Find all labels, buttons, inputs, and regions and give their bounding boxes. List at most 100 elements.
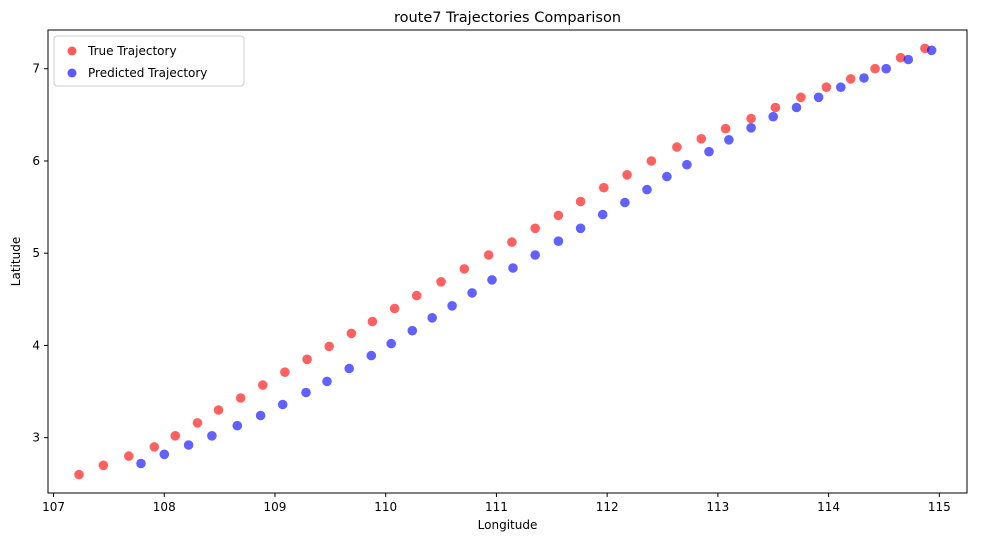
point-true-15 [411, 290, 422, 301]
point-true-18 [483, 250, 494, 260]
point-true-3 [149, 442, 160, 452]
point-predicted-4 [232, 420, 243, 431]
legend-box [53, 35, 245, 87]
point-true-13 [367, 316, 378, 327]
point-true-6 [213, 405, 224, 415]
point-predicted-35 [903, 54, 914, 65]
point-predicted-21 [597, 209, 608, 220]
point-true-34 [870, 63, 880, 74]
point-predicted-3 [207, 431, 217, 441]
point-true-20 [530, 223, 540, 234]
point-predicted-31 [813, 92, 824, 103]
point-true-9 [280, 367, 290, 378]
legend-label-predicted: Predicted Trajectory [88, 66, 207, 80]
point-predicted-29 [768, 111, 778, 122]
point-predicted-22 [620, 197, 630, 208]
point-predicted-25 [682, 159, 692, 170]
point-predicted-23 [642, 184, 652, 195]
legend-marker-predicted [67, 68, 77, 78]
point-predicted-6 [277, 399, 288, 410]
point-predicted-34 [881, 63, 891, 74]
point-true-1 [98, 460, 109, 471]
point-true-2 [124, 451, 134, 461]
x-tick-label-108: 108 [153, 500, 176, 514]
point-predicted-13 [427, 313, 438, 323]
point-true-11 [324, 341, 335, 352]
point-predicted-24 [662, 171, 672, 182]
point-true-28 [720, 123, 731, 134]
point-true-35 [895, 52, 906, 63]
point-true-19 [507, 237, 517, 247]
x-axis-ticks: 107 108 109 110 111 112 113 114 115 [42, 493, 951, 514]
point-predicted-26 [704, 146, 714, 157]
y-tick-label-5: 5 [32, 246, 40, 260]
y-axis-ticks: 3 4 5 6 7 [32, 62, 48, 445]
point-predicted-12 [407, 325, 418, 336]
point-true-22 [575, 196, 586, 207]
point-true-0 [74, 469, 84, 480]
point-predicted-27 [724, 135, 734, 145]
point-true-7 [235, 393, 246, 403]
points-layer [74, 43, 937, 480]
point-true-26 [672, 142, 682, 152]
y-tick-label-3: 3 [32, 431, 40, 445]
point-predicted-16 [487, 275, 497, 285]
point-true-30 [770, 102, 781, 113]
point-true-27 [696, 134, 707, 144]
x-tick-label-115: 115 [928, 500, 951, 514]
y-axis-title: Latitude [9, 237, 23, 286]
point-predicted-19 [553, 236, 564, 246]
x-tick-label-112: 112 [596, 500, 619, 514]
point-true-25 [646, 156, 657, 166]
point-true-32 [821, 82, 832, 92]
point-predicted-33 [859, 73, 869, 83]
point-predicted-36 [926, 45, 937, 56]
point-true-24 [622, 170, 632, 180]
point-true-14 [389, 303, 400, 314]
point-predicted-32 [836, 82, 846, 92]
point-true-12 [346, 328, 357, 339]
y-tick-label-4: 4 [32, 338, 40, 352]
point-true-10 [302, 354, 312, 365]
point-true-23 [599, 182, 609, 193]
x-axis-title: Longitude [478, 518, 538, 532]
point-predicted-14 [447, 301, 457, 311]
point-predicted-28 [746, 123, 756, 133]
point-predicted-11 [386, 338, 397, 349]
point-true-8 [258, 380, 268, 390]
point-predicted-17 [508, 263, 518, 273]
x-tick-label-114: 114 [817, 500, 840, 514]
point-true-31 [796, 92, 806, 103]
x-tick-label-110: 110 [374, 500, 397, 514]
x-tick-label-107: 107 [42, 500, 65, 514]
point-predicted-15 [467, 288, 477, 298]
point-predicted-10 [366, 350, 377, 361]
point-predicted-0 [136, 458, 146, 469]
x-tick-label-113: 113 [706, 500, 729, 514]
point-predicted-8 [322, 376, 332, 387]
point-predicted-9 [344, 363, 355, 374]
y-tick-label-7: 7 [32, 62, 40, 76]
point-predicted-7 [301, 387, 311, 398]
point-true-4 [170, 431, 181, 441]
plot-frame [47, 29, 968, 494]
legend: True Trajectory Predicted Trajectory [53, 35, 245, 87]
point-true-5 [192, 418, 203, 428]
point-predicted-30 [791, 102, 802, 113]
x-tick-label-111: 111 [485, 500, 508, 514]
y-tick-label-6: 6 [32, 154, 40, 168]
point-predicted-1 [159, 449, 170, 460]
x-tick-label-109: 109 [264, 500, 287, 514]
point-predicted-18 [530, 250, 540, 260]
point-predicted-5 [255, 410, 266, 421]
legend-marker-true [67, 46, 77, 56]
point-true-16 [436, 277, 446, 287]
point-predicted-2 [183, 440, 194, 450]
legend-label-true: True Trajectory [87, 44, 177, 58]
point-true-17 [459, 264, 470, 274]
chart-title: route7 Trajectories Comparison [394, 10, 621, 26]
point-true-29 [746, 113, 756, 124]
point-predicted-20 [575, 223, 586, 234]
point-true-21 [553, 210, 564, 221]
